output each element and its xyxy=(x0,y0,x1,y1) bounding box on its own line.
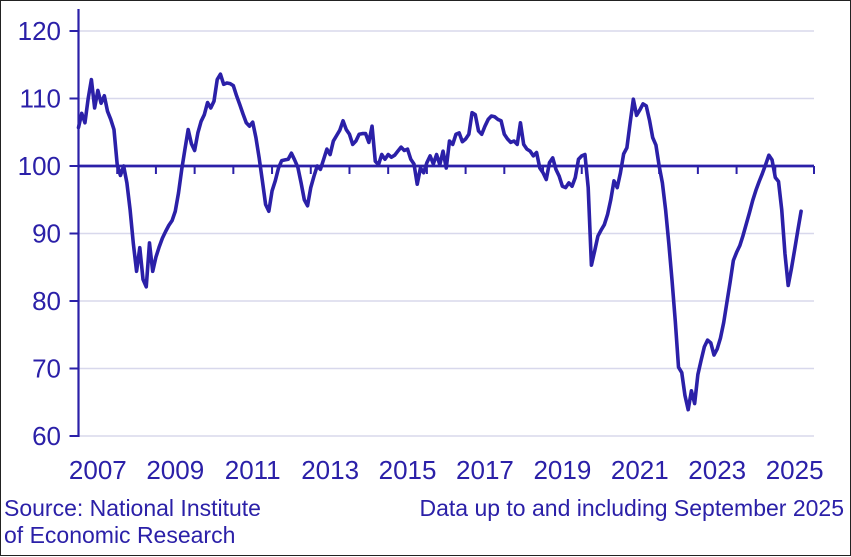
x-tick-label-2007: 2007 xyxy=(69,455,127,485)
x-tick-label-2011: 2011 xyxy=(225,455,281,485)
data-note: Data up to and including September 2025 xyxy=(419,495,844,521)
source-note-line2: of Economic Research xyxy=(4,522,236,548)
x-tick-label-2015: 2015 xyxy=(379,455,437,485)
source-note-line1: Source: National Institute xyxy=(4,495,261,521)
x-tick-label-2025: 2025 xyxy=(766,455,824,485)
x-tick-label-2021: 2021 xyxy=(611,455,669,485)
y-tick-label-60: 60 xyxy=(32,421,61,451)
y-tick-label-80: 80 xyxy=(32,286,61,316)
y-tick-label-100: 100 xyxy=(18,151,61,181)
y-tick-label-110: 110 xyxy=(20,84,61,114)
x-tick-label-2019: 2019 xyxy=(533,455,591,485)
x-tick-label-2017: 2017 xyxy=(456,455,514,485)
y-tick-label-70: 70 xyxy=(32,354,61,384)
y-tick-label-90: 90 xyxy=(32,219,61,249)
x-tick-label-2023: 2023 xyxy=(688,455,746,485)
y-tick-label-120: 120 xyxy=(18,16,61,46)
x-tick-label-2013: 2013 xyxy=(301,455,359,485)
source-note: Source: National Institute of Economic R… xyxy=(4,495,261,549)
indicator-series-line xyxy=(76,72,803,412)
x-tick-label-2009: 2009 xyxy=(146,455,204,485)
